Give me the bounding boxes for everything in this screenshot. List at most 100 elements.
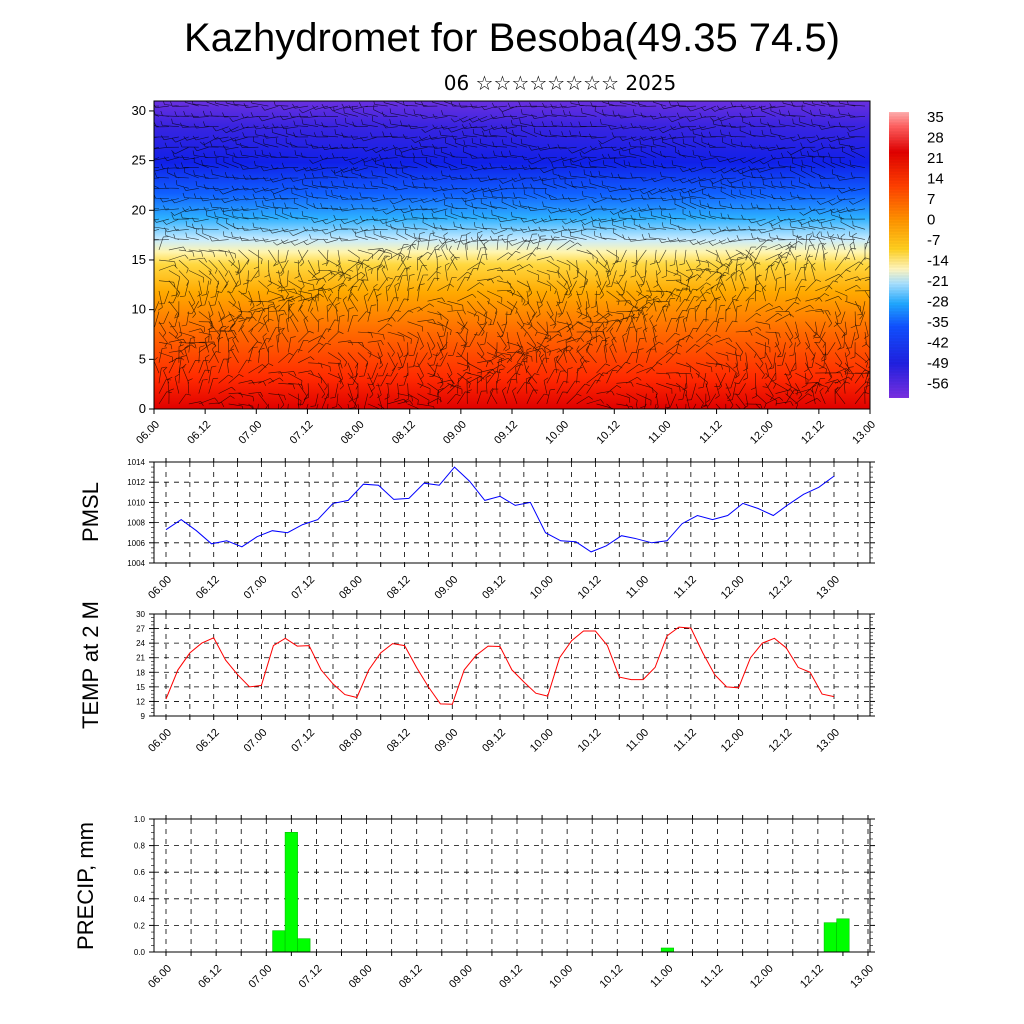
y-tick-label: 0 [139,401,146,416]
y-tick-label: 20 [132,202,146,217]
x-tick-label: 06.00 [134,419,162,447]
y-axis-label: TEMP at 2 M [78,601,103,729]
x-tick-label: 10.00 [547,963,575,991]
precip-bar [272,930,286,953]
precip-panel: 0.0 0.2 0.4 0.6 0.8 1.0 06.00 06.12 07.00 07.12 08… [73,815,876,991]
x-tick-label: 11.00 [624,574,651,601]
y-tick-label: 1008 [127,519,145,528]
plot-frame [153,818,871,953]
x-tick-label: 11.12 [672,574,699,601]
colorbar-label: -28 [927,294,949,311]
x-tick-label: 09.12 [497,963,525,991]
x-tick-label: 12.00 [719,727,747,755]
x-tick-label: 11.00 [624,727,651,754]
precip-bar [297,938,311,953]
colorbar-label: -42 [927,335,949,352]
colorbar-label: -7 [927,232,940,249]
colorbar-label: -49 [927,355,949,372]
precip-bar [284,831,298,953]
x-tick-label: 10.00 [528,574,556,602]
cross-section-panel: 0 5 10 15 20 25 30 06.00 06.12 07.00 07.12 08.00 08… [132,100,878,447]
y-tick-label: 1014 [127,458,145,467]
x-tick-label: 12.00 [748,419,776,447]
x-tick-label: 09.00 [447,963,475,991]
y-tick-label: 5 [139,351,146,366]
x-tick-label: 07.00 [236,419,264,447]
x-tick-label: 12.00 [719,574,747,602]
y-tick-label: 15 [136,683,145,692]
x-tick-label: 12.12 [799,419,827,447]
x-tick-label: 07.00 [242,727,270,755]
colorbar-label: -35 [927,314,949,331]
y-tick-label: 0.6 [134,868,146,877]
x-tick-label: 06.00 [146,963,174,991]
x-tick-label: 12.00 [748,963,776,991]
colorbar-gradient [889,112,909,398]
x-tick-label: 13.00 [850,419,878,447]
pmsl-panel: 1004 1006 1008 1010 1012 1014 06.00 06.12 07.00 0… [78,458,875,602]
x-tick-label: 08.00 [337,574,365,602]
y-tick-label: 12 [136,697,145,706]
x-tick-label: 10.00 [528,727,556,755]
x-tick-label: 09.00 [432,574,460,602]
colorbar-label: 0 [927,212,935,229]
x-tick-label: 11.00 [648,963,675,990]
y-tick-label: 27 [136,625,145,634]
x-tick-label: 08.12 [385,727,413,755]
temp-series-line [165,626,835,705]
chart-subtitle: 06 ☆☆☆☆☆☆☆☆ 2025 [443,71,677,95]
cross-section-y-axis: 0 5 10 15 20 25 30 [132,103,154,416]
wind-barbs-overlay [154,101,870,409]
y-tick-label: 1004 [127,559,145,568]
x-tick-label: 10.12 [597,963,625,991]
precip-bar [823,922,837,953]
y-tick-label: 0.8 [134,842,146,851]
precip-bar [836,918,850,953]
x-tick-label: 08.12 [390,419,418,447]
y-tick-label: 9 [141,712,146,721]
colorbar-label: -56 [927,376,949,393]
x-tick-label: 06.12 [185,419,213,447]
x-tick-label: 13.00 [814,574,842,602]
x-tick-label: 06.12 [194,727,222,755]
x-tick-label: 06.00 [146,574,174,602]
y-tick-label: 0.2 [134,921,146,930]
y-axis-label: PRECIP, mm [73,822,98,950]
x-tick-label: 09.12 [480,727,508,755]
temp-panel: 9 12 15 18 21 24 27 30 06.00 06.12 07.00 07.12 08.00… [78,601,875,755]
colorbar: 35 28 21 14 7 0 -7 -14 -21 -28 -35 -42 -49 -56 [889,109,949,398]
x-tick-label: 08.00 [347,963,375,991]
x-tick-label: 11.00 [646,419,673,446]
x-tick-label: 10.12 [576,574,604,602]
x-tick-label: 12.12 [766,574,794,602]
y-tick-label: 30 [132,103,146,118]
y-tick-label: 21 [136,654,145,663]
x-tick-label: 09.00 [432,727,460,755]
y-tick-label: 30 [136,610,145,619]
colorbar-bands [889,113,909,397]
colorbar-label: 21 [927,150,944,167]
y-tick-label: 0.0 [134,948,146,957]
y-axis-label: PMSL [78,482,103,542]
pmsl-series-line [165,466,835,553]
x-tick-label: 10.12 [594,419,622,447]
x-tick-label: 13.00 [814,727,842,755]
colorbar-label: -14 [927,253,949,270]
x-tick-label: 07.12 [288,419,316,447]
y-tick-label: 25 [132,153,146,168]
x-tick-label: 07.00 [242,574,270,602]
y-tick-label: 10 [132,302,146,317]
x-tick-label: 09.00 [441,419,469,447]
y-tick-label: 18 [136,668,145,677]
x-tick-label: 06.12 [196,963,224,991]
cross-section-x-axis: 06.00 06.12 07.00 07.12 08.00 08.12 09.00 09.12… [134,409,878,447]
x-tick-label: 07.00 [246,963,274,991]
wind-barbs [154,101,870,409]
x-tick-label: 08.00 [337,727,365,755]
y-tick-label: 0.4 [134,895,146,904]
y-tick-label: 15 [132,252,146,267]
x-tick-label: 10.00 [543,419,571,447]
x-tick-label: 07.12 [289,727,317,755]
x-tick-label: 10.12 [576,727,604,755]
y-tick-label: 24 [136,639,145,648]
